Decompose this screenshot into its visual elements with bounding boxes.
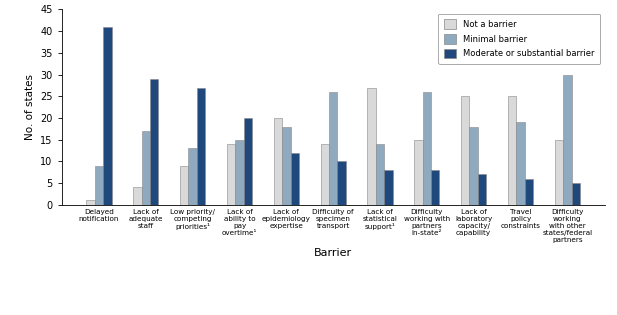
Bar	[95, 166, 103, 205]
Bar	[384, 170, 392, 205]
Bar	[142, 131, 150, 205]
Bar	[508, 96, 516, 205]
Bar	[414, 140, 423, 205]
Legend: Not a barrier, Minimal barrier, Moderate or substantial barrier: Not a barrier, Minimal barrier, Moderate…	[438, 14, 600, 64]
Bar	[244, 118, 252, 205]
Bar	[478, 175, 486, 205]
Bar	[555, 140, 563, 205]
Bar	[133, 187, 142, 205]
Bar	[235, 140, 244, 205]
Bar	[291, 153, 299, 205]
Bar	[524, 179, 533, 205]
Bar	[188, 148, 197, 205]
Bar	[376, 144, 384, 205]
Bar	[321, 144, 329, 205]
Bar	[461, 96, 470, 205]
Bar	[571, 183, 580, 205]
Bar	[516, 122, 524, 205]
Bar	[180, 166, 188, 205]
X-axis label: Barrier: Barrier	[314, 249, 352, 259]
Bar	[150, 79, 159, 205]
Bar	[86, 200, 95, 205]
Bar	[103, 27, 112, 205]
Bar	[367, 88, 376, 205]
Bar	[423, 92, 431, 205]
Bar	[274, 118, 282, 205]
Bar	[337, 161, 346, 205]
Bar	[563, 75, 571, 205]
Bar	[470, 127, 478, 205]
Bar	[197, 88, 205, 205]
Bar	[227, 144, 235, 205]
Bar	[329, 92, 337, 205]
Y-axis label: No. of states: No. of states	[25, 74, 35, 140]
Bar	[282, 127, 291, 205]
Bar	[431, 170, 439, 205]
